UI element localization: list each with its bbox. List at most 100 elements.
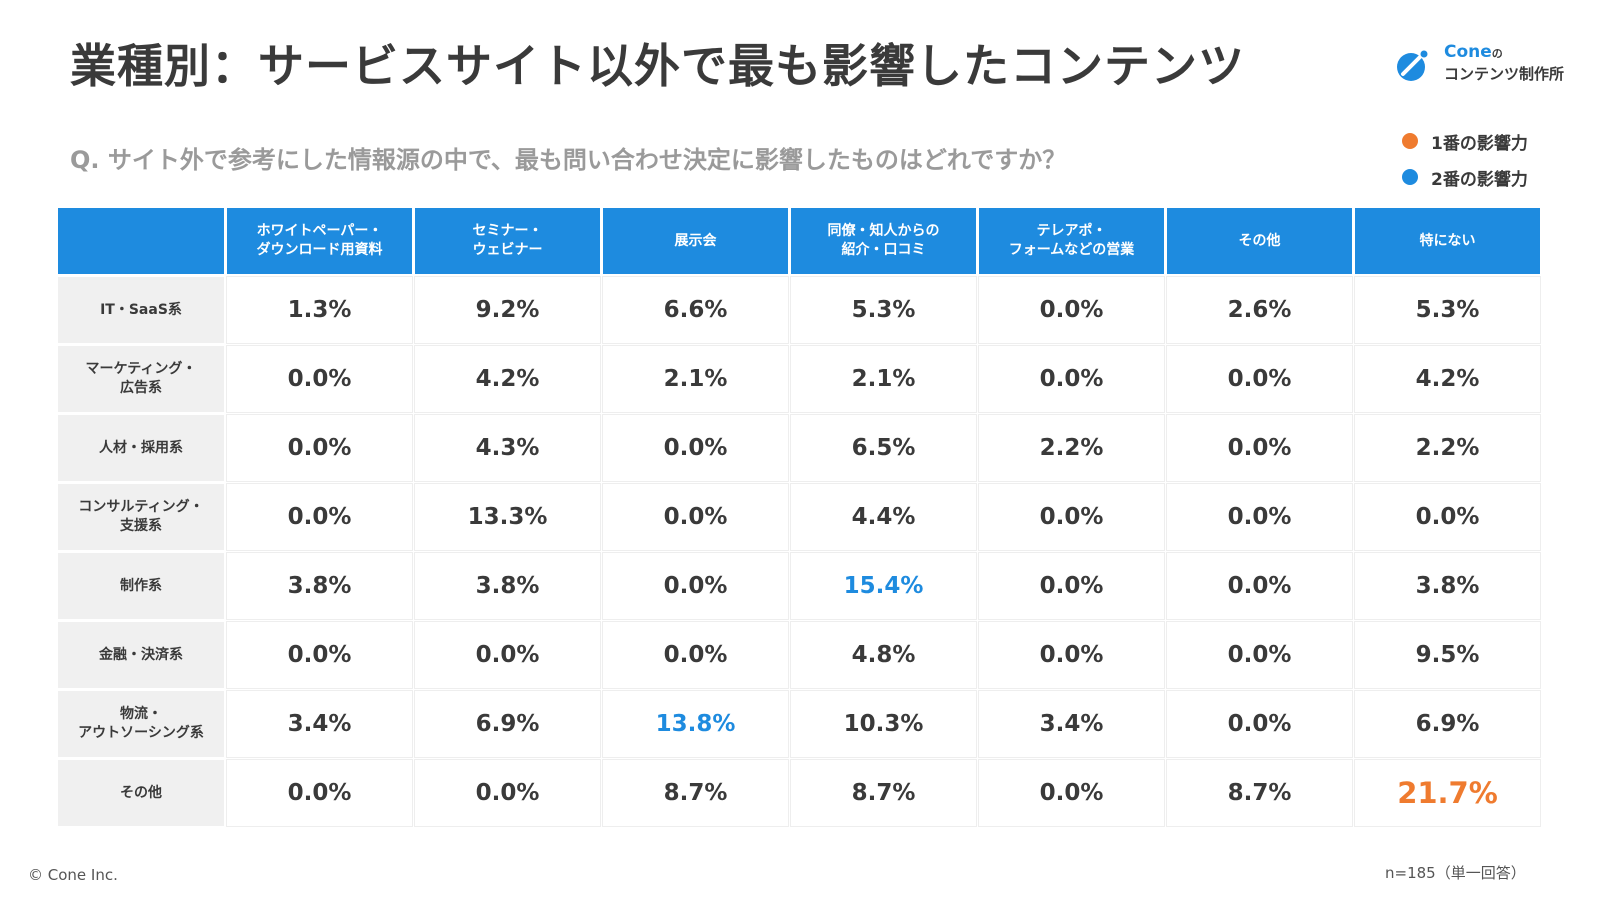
- sample-size: n=185（単一回答）: [1385, 864, 1526, 882]
- value-cell: 13.3%: [415, 484, 600, 550]
- value-cell: 8.7%: [1167, 760, 1352, 826]
- value-cell: 0.0%: [603, 484, 788, 550]
- value-cell: 4.2%: [415, 346, 600, 412]
- value-cell: 0.0%: [979, 622, 1164, 688]
- value-cell: 0.0%: [227, 415, 412, 481]
- value-cell: 0.0%: [415, 760, 600, 826]
- value-cell: 3.8%: [227, 553, 412, 619]
- row-header: 人材・採用系: [58, 415, 224, 481]
- table-row: 制作系 3.8% 3.8% 0.0% 15.4% 0.0% 0.0% 3.8%: [58, 553, 1540, 619]
- table-row: IT・SaaS系 1.3% 9.2% 6.6% 5.3% 0.0% 2.6% 5.3%: [58, 277, 1540, 343]
- value-cell-second-influence: 15.4%: [791, 553, 976, 619]
- legend: 1番の影響力 2番の影響力: [1402, 126, 1528, 198]
- value-cell: 0.0%: [1167, 346, 1352, 412]
- column-header: 特にない: [1355, 208, 1540, 274]
- value-cell: 3.8%: [415, 553, 600, 619]
- logo-subtitle: コンテンツ制作所: [1444, 65, 1565, 83]
- row-header: IT・SaaS系: [58, 277, 224, 343]
- value-cell: 0.0%: [979, 760, 1164, 826]
- value-cell: 0.0%: [1167, 691, 1352, 757]
- results-table-container: ホワイトペーパー・ ダウンロード用資料 セミナー・ ウェビナー 展示会 同僚・知…: [58, 208, 1546, 829]
- table-row: その他 0.0% 0.0% 8.7% 8.7% 0.0% 8.7% 21.7%: [58, 760, 1540, 826]
- legend-dot-first: [1402, 133, 1418, 149]
- value-cell: 6.9%: [415, 691, 600, 757]
- value-cell: 0.0%: [415, 622, 600, 688]
- results-table: ホワイトペーパー・ ダウンロード用資料 セミナー・ ウェビナー 展示会 同僚・知…: [55, 205, 1543, 829]
- column-header: セミナー・ ウェビナー: [415, 208, 600, 274]
- copyright: © Cone Inc.: [28, 866, 118, 884]
- value-cell: 0.0%: [1167, 553, 1352, 619]
- value-cell: 6.6%: [603, 277, 788, 343]
- value-cell: 10.3%: [791, 691, 976, 757]
- table-row: 人材・採用系 0.0% 4.3% 0.0% 6.5% 2.2% 0.0% 2.2%: [58, 415, 1540, 481]
- value-cell-second-influence: 13.8%: [603, 691, 788, 757]
- value-cell: 0.0%: [979, 346, 1164, 412]
- value-cell: 9.2%: [415, 277, 600, 343]
- logo-brand: Cone: [1444, 42, 1492, 62]
- value-cell: 2.6%: [1167, 277, 1352, 343]
- value-cell: 2.2%: [1355, 415, 1540, 481]
- value-cell: 0.0%: [227, 346, 412, 412]
- legend-dot-second: [1402, 169, 1418, 185]
- value-cell: 3.4%: [979, 691, 1164, 757]
- value-cell: 4.3%: [415, 415, 600, 481]
- table-row: 金融・決済系 0.0% 0.0% 0.0% 4.8% 0.0% 0.0% 9.5%: [58, 622, 1540, 688]
- row-header: 制作系: [58, 553, 224, 619]
- column-header: 同僚・知人からの 紹介・口コミ: [791, 208, 976, 274]
- value-cell: 8.7%: [603, 760, 788, 826]
- column-header: 展示会: [603, 208, 788, 274]
- value-cell: 6.5%: [791, 415, 976, 481]
- value-cell: 0.0%: [227, 622, 412, 688]
- value-cell: 4.4%: [791, 484, 976, 550]
- value-cell: 4.2%: [1355, 346, 1540, 412]
- table-row: マーケティング・ 広告系 0.0% 4.2% 2.1% 2.1% 0.0% 0.0% 4.2%: [58, 346, 1540, 412]
- table-body: IT・SaaS系 1.3% 9.2% 6.6% 5.3% 0.0% 2.6% 5.3% マーケテ…: [58, 277, 1540, 826]
- value-cell: 8.7%: [791, 760, 976, 826]
- value-cell: 0.0%: [979, 277, 1164, 343]
- value-cell-top-influence: 21.7%: [1355, 760, 1540, 826]
- value-cell: 0.0%: [227, 760, 412, 826]
- value-cell: 0.0%: [1167, 484, 1352, 550]
- value-cell: 3.4%: [227, 691, 412, 757]
- legend-label-second: 2番の影響力: [1431, 169, 1528, 190]
- value-cell: 0.0%: [603, 415, 788, 481]
- column-header: テレアポ・ フォームなどの営業: [979, 208, 1164, 274]
- column-header: その他: [1167, 208, 1352, 274]
- legend-item-first: 1番の影響力: [1402, 126, 1528, 156]
- value-cell: 0.0%: [227, 484, 412, 550]
- value-cell: 5.3%: [1355, 277, 1540, 343]
- survey-question: Q. サイト外で参考にした情報源の中で、最も問い合わせ決定に影響したものはどれで…: [70, 146, 1067, 174]
- value-cell: 1.3%: [227, 277, 412, 343]
- value-cell: 4.8%: [791, 622, 976, 688]
- value-cell: 0.0%: [979, 553, 1164, 619]
- value-cell: 2.2%: [979, 415, 1164, 481]
- value-cell: 0.0%: [979, 484, 1164, 550]
- value-cell: 5.3%: [791, 277, 976, 343]
- value-cell: 6.9%: [1355, 691, 1540, 757]
- column-header: ホワイトペーパー・ ダウンロード用資料: [227, 208, 412, 274]
- logo-brand-suffix: の: [1491, 47, 1503, 60]
- table-row: コンサルティング・ 支援系 0.0% 13.3% 0.0% 4.4% 0.0% 0.0% 0.…: [58, 484, 1540, 550]
- row-header: 金融・決済系: [58, 622, 224, 688]
- row-header: その他: [58, 760, 224, 826]
- value-cell: 0.0%: [1355, 484, 1540, 550]
- table-header-row: ホワイトペーパー・ ダウンロード用資料 セミナー・ ウェビナー 展示会 同僚・知…: [58, 208, 1540, 274]
- value-cell: 2.1%: [791, 346, 976, 412]
- value-cell: 0.0%: [603, 553, 788, 619]
- legend-label-first: 1番の影響力: [1431, 133, 1528, 154]
- cone-logo-icon: [1397, 50, 1428, 81]
- value-cell: 9.5%: [1355, 622, 1540, 688]
- legend-item-second: 2番の影響力: [1402, 162, 1528, 192]
- company-logo: Coneの コンテンツ制作所: [1396, 42, 1581, 90]
- row-header: マーケティング・ 広告系: [58, 346, 224, 412]
- table-row: 物流・ アウトソーシング系 3.4% 6.9% 13.8% 10.3% 3.4% 0.0% 6…: [58, 691, 1540, 757]
- value-cell: 2.1%: [603, 346, 788, 412]
- row-header: 物流・ アウトソーシング系: [58, 691, 224, 757]
- value-cell: 0.0%: [603, 622, 788, 688]
- row-header: コンサルティング・ 支援系: [58, 484, 224, 550]
- value-cell: 0.0%: [1167, 622, 1352, 688]
- value-cell: 0.0%: [1167, 415, 1352, 481]
- table-corner-cell: [58, 208, 224, 274]
- value-cell: 3.8%: [1355, 553, 1540, 619]
- page-title: 業種別：サービスサイト以外で最も影響したコンテンツ: [70, 39, 1245, 93]
